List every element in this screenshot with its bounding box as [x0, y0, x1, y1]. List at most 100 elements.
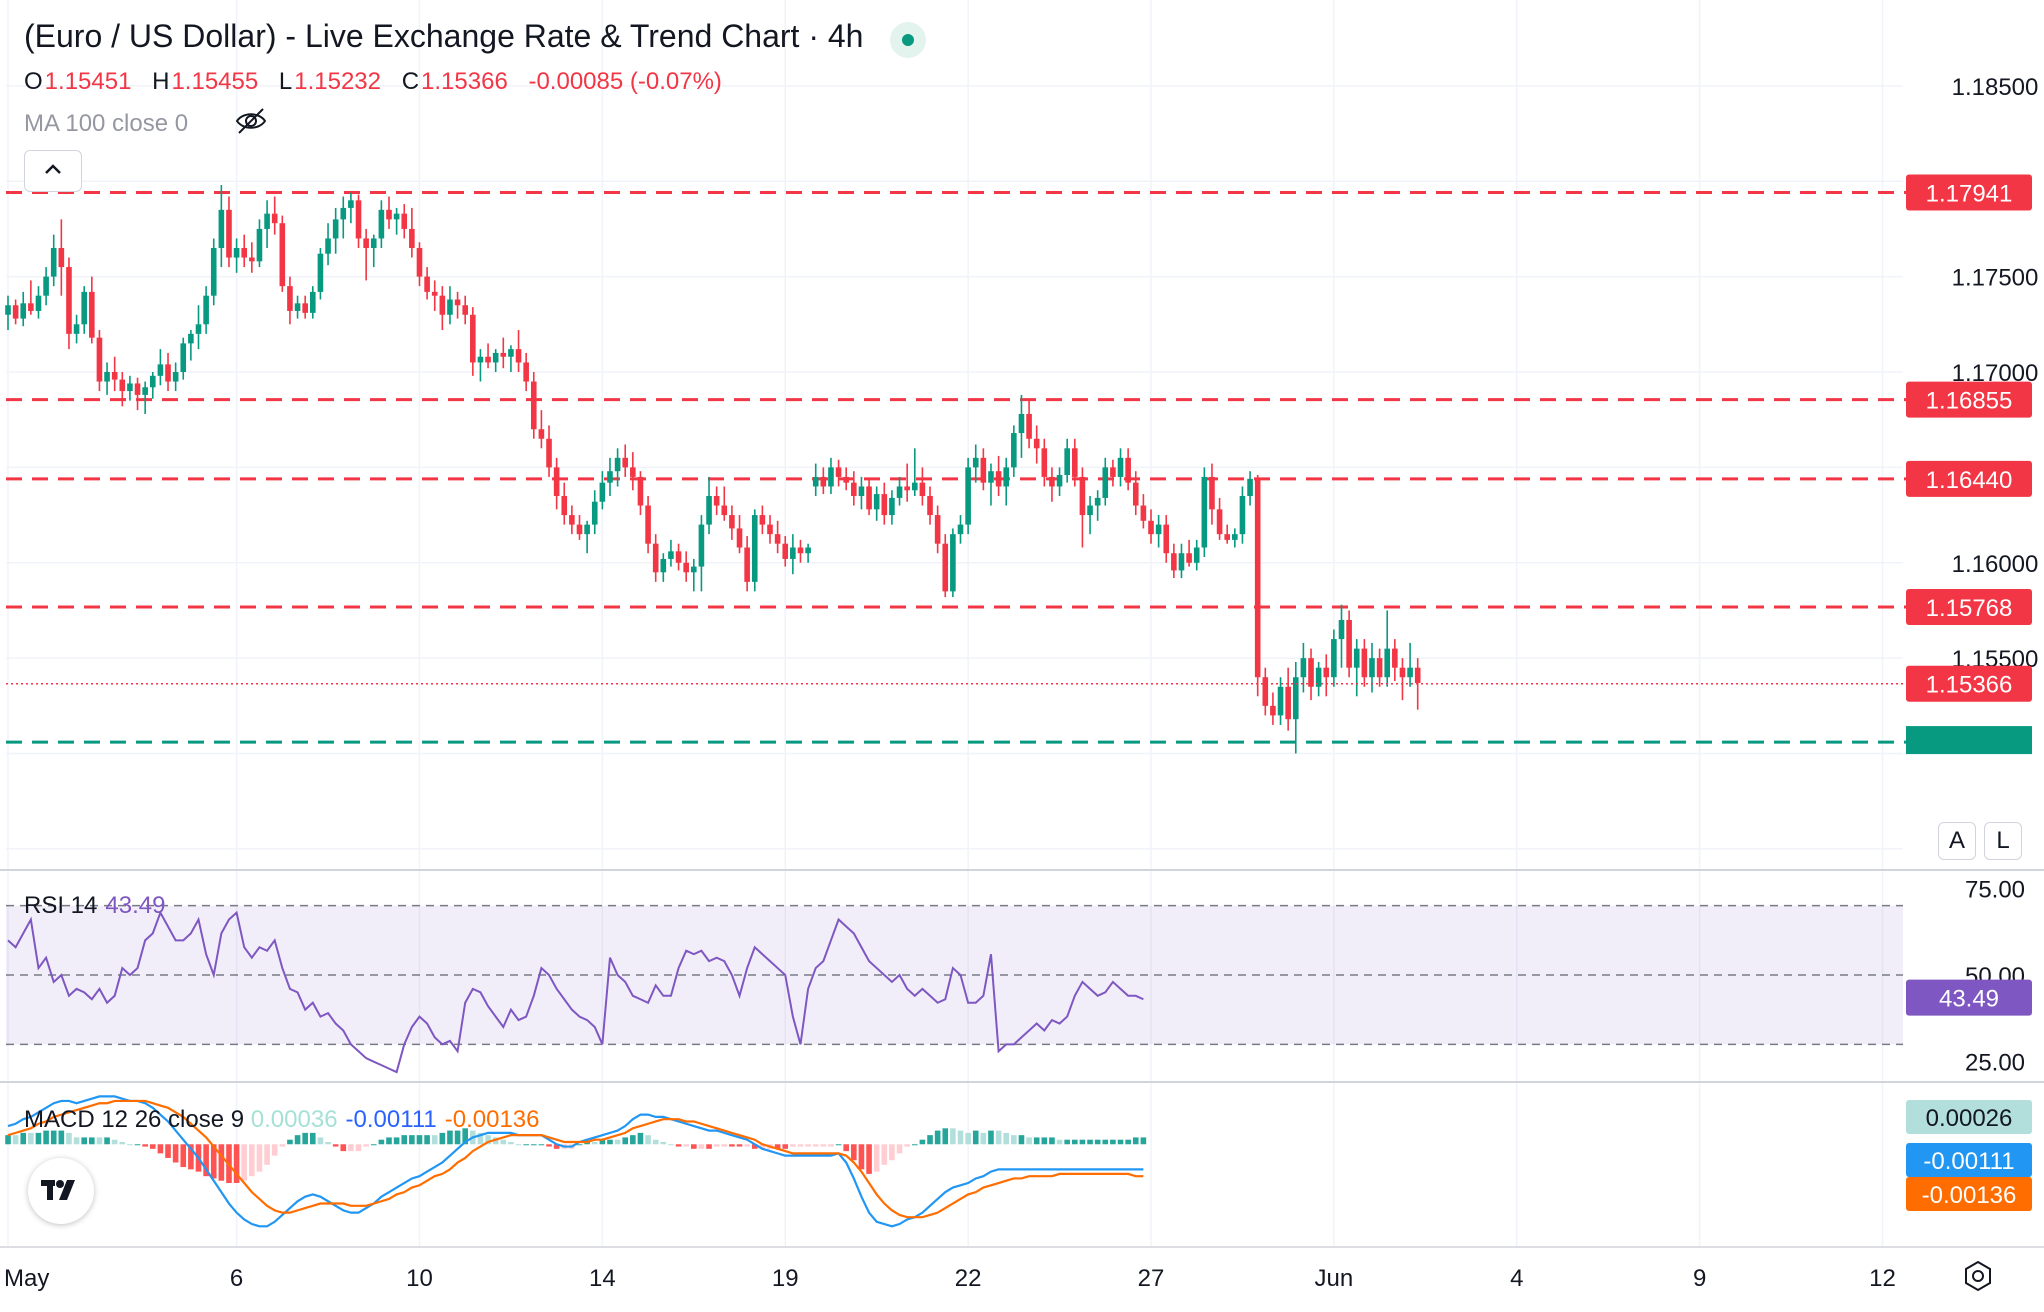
macd-histogram-bar	[698, 1144, 705, 1149]
rsi-band	[6, 905, 1903, 1045]
macd-histogram-bar	[995, 1130, 1002, 1145]
candle-body	[576, 524, 583, 535]
macd-histogram-bar	[104, 1137, 110, 1145]
candle-body	[934, 515, 941, 544]
macd-histogram-bar	[294, 1135, 301, 1145]
time-tick-label: 4	[1510, 1265, 1523, 1292]
macd-histogram-bar	[1087, 1139, 1093, 1145]
candle-body	[630, 467, 636, 477]
signal-value-tag-label: -0.00136	[1922, 1182, 2017, 1209]
macd-histogram-bar	[58, 1130, 65, 1145]
candle-body	[569, 515, 575, 525]
time-axis: May 6 10 14 19 22 27 Jun 4 9 12	[4, 1265, 1896, 1292]
candle-body	[599, 482, 606, 502]
candle-body	[1033, 438, 1040, 449]
candle-body	[1087, 505, 1093, 516]
macd-legend[interactable]: MACD 12 26 close 9 0.00036 -0.00111 -0.001…	[24, 1106, 539, 1134]
candle-body	[104, 372, 110, 382]
ma-indicator-label[interactable]: MA 100 close 0	[24, 110, 189, 137]
candle-body	[226, 209, 232, 258]
level-price-tag	[1906, 381, 2032, 418]
candle-body	[96, 337, 103, 382]
candle-body	[424, 276, 430, 292]
collapse-legend-button[interactable]	[24, 150, 82, 192]
macd-histogram-bar	[172, 1144, 179, 1163]
candle-body	[210, 248, 217, 296]
candle-body	[58, 248, 65, 268]
time-tick-label: 14	[589, 1265, 616, 1292]
tradingview-logo[interactable]	[28, 1158, 94, 1224]
rsi-value-tag	[1906, 979, 2032, 1016]
candle-body	[127, 383, 133, 392]
candle-body	[828, 467, 834, 487]
macd-histogram-bar	[188, 1144, 194, 1170]
candle-body	[561, 496, 568, 516]
candle-body	[790, 547, 796, 559]
candle-body	[256, 228, 263, 262]
candle-body	[1239, 496, 1246, 535]
macd-histogram-bar	[348, 1144, 354, 1152]
macd-histogram-bar	[660, 1141, 667, 1145]
macd-histogram-bar	[50, 1130, 57, 1145]
macd-histogram-bar	[538, 1144, 545, 1146]
candle-body	[950, 534, 956, 592]
candle-body	[416, 248, 423, 277]
rsi-value: 43.49	[105, 892, 166, 919]
price-tick-label: 1.17500	[1952, 265, 2039, 292]
candle-body	[142, 387, 148, 395]
candle-body	[965, 467, 971, 525]
candle-body	[1376, 658, 1383, 678]
eye-off-icon[interactable]	[234, 106, 268, 141]
settings-gear-icon[interactable]	[1962, 1260, 1994, 1297]
macd-histogram-bar	[972, 1130, 979, 1145]
macd-histogram-bar	[1026, 1137, 1032, 1145]
candle-body	[409, 228, 415, 248]
level-price-tag-label: 1.15768	[1926, 595, 2013, 622]
rsi-legend[interactable]: RSI 14 43.49	[24, 892, 165, 920]
macd-histogram-bar	[1018, 1135, 1025, 1145]
high-label: H	[152, 68, 170, 95]
macd-histogram-bar	[515, 1144, 522, 1146]
candle-body	[1353, 648, 1360, 668]
candle-body	[1369, 658, 1375, 678]
macd-histogram-bar	[736, 1144, 743, 1147]
macd-histogram-bar	[782, 1144, 789, 1149]
macd-histogram-bar	[927, 1135, 933, 1145]
macd-histogram-bar	[1110, 1139, 1116, 1145]
close-value: 1.15366	[421, 68, 508, 95]
log-scale-button[interactable]: L	[1984, 822, 2022, 860]
macd-histogram-bar	[919, 1139, 926, 1145]
open-value: 1.15451	[44, 68, 132, 95]
macd-histogram-bar	[607, 1139, 613, 1145]
candle-body	[1399, 667, 1406, 678]
candle-body	[73, 324, 80, 334]
macd-histogram-bar	[20, 1132, 27, 1145]
candle-body	[1072, 448, 1078, 477]
candle-body	[1132, 482, 1139, 506]
price-axis: 1.155001.160001.170001.175001.185001.179…	[1906, 74, 2039, 755]
macd-histogram-bar	[431, 1135, 438, 1145]
market-open-indicator	[890, 22, 926, 58]
macd-histogram-bar	[896, 1144, 903, 1154]
candle-body	[1049, 476, 1055, 487]
macd-histogram-bar	[1132, 1137, 1139, 1145]
macd-histogram-bar	[355, 1144, 362, 1152]
chart-title: (Euro / US Dollar) - Live Exchange Rate …	[24, 18, 864, 54]
macd-histogram-bar	[851, 1144, 857, 1161]
candle-body	[1094, 497, 1101, 506]
macd-histogram-bar	[447, 1130, 453, 1145]
macd-histogram-bar	[591, 1141, 598, 1145]
candle-body	[546, 438, 552, 468]
macd-histogram-bar	[500, 1139, 507, 1145]
candle-body	[1323, 667, 1330, 678]
candle-body	[1148, 520, 1154, 535]
candle-body	[660, 558, 667, 573]
auto-scale-button[interactable]: A	[1938, 822, 1976, 860]
candle-body	[12, 305, 19, 319]
level-price-tag-label: 1.16855	[1926, 388, 2013, 415]
macd-histogram-bar	[43, 1130, 49, 1145]
macd-histogram-bar	[1064, 1139, 1070, 1145]
candle-body	[1254, 478, 1261, 678]
candle-body	[820, 476, 827, 487]
